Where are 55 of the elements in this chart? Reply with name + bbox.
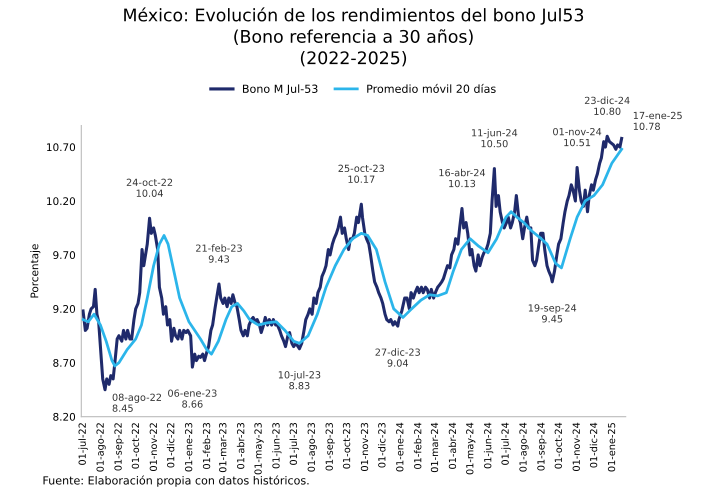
x-tick-label: 01-ene-25 xyxy=(608,423,616,472)
x-tick-label: 01-jun-23 xyxy=(272,422,282,468)
x-tick-label: 01-mar-23 xyxy=(219,422,226,472)
x-tick-label: 01-abr-24 xyxy=(448,422,456,469)
legend-label: Promedio móvil 20 días xyxy=(367,84,496,93)
y-tick-label: 10.70 xyxy=(47,143,76,152)
x-tick-label: 01-ene-24 xyxy=(396,422,404,472)
x-tick-label: 01-feb-23 xyxy=(202,422,210,469)
x-tick-label: 01-dic-24 xyxy=(590,422,598,468)
annotation: 17-ene-25 10.78 xyxy=(634,112,682,130)
x-tick-label: 01-nov-23 xyxy=(360,422,368,471)
x-tick-label: 01-oct-24 xyxy=(554,422,562,469)
x-tick-label: 01-mar-24 xyxy=(430,422,438,472)
annotation: 11-jun-24 10.50 xyxy=(472,128,518,148)
x-tick-label: 01-jun-24 xyxy=(484,422,494,468)
annotation: 19-sep-24 9.45 xyxy=(528,304,576,322)
chart-title: México: Evolución de los rendimientos del bono Jul53 (Bono referencia a 30 años) (2022-2025) xyxy=(124,7,584,66)
y-tick-label: 9.70 xyxy=(53,251,76,260)
annotation: 21-feb-23 9.43 xyxy=(196,244,242,263)
y-tick-label: 10.20 xyxy=(47,197,76,206)
x-tick-label: 01-oct-22 xyxy=(132,423,140,469)
x-tick-label: 01-feb-24 xyxy=(414,422,422,469)
legend-label: Bono M Jul-53 xyxy=(242,84,318,96)
x-tick-label: 01-jul-23 xyxy=(289,422,299,465)
source-note: Fuente: Elaboración propia con datos históricos. xyxy=(44,476,309,487)
x-tick-label: 01-oct-23 xyxy=(342,422,350,469)
x-tick-label: 01-jul-24 xyxy=(501,422,511,465)
x-tick-label: 01-may-24 xyxy=(466,422,476,474)
x-tick-label: 01-abr-23 xyxy=(236,422,244,469)
x-tick-label: 01-jul-22 xyxy=(78,423,88,465)
x-tick-label: 01-dic-23 xyxy=(378,422,386,468)
x-tick-label: 01-ago-24 xyxy=(519,422,529,472)
annotation: 23-dic-24 10.80 xyxy=(584,96,630,115)
x-tick-label: 01-dic-22 xyxy=(166,423,174,468)
annotation: 27-dic-23 9.04 xyxy=(375,348,420,367)
x-tick-label: 01-ago-23 xyxy=(308,422,317,472)
x-tick-label: 01-sep-24 xyxy=(537,422,547,471)
x-tick-label: 01-sep-22 xyxy=(114,423,124,471)
x-tick-label: 01-nov-22 xyxy=(150,423,158,471)
y-tick-label: 8.70 xyxy=(53,358,76,367)
annotation: 06-ene-23 8.66 xyxy=(168,389,217,408)
x-tick-label: 01-nov-24 xyxy=(572,422,580,471)
y-axis-title: Porcentaje xyxy=(30,244,40,298)
x-tick-label: 01-sep-23 xyxy=(326,422,335,471)
x-tick-label: 01-ago-22 xyxy=(96,423,106,472)
y-tick-label: 8.20 xyxy=(53,412,76,421)
annotation: 25-oct-23 10.17 xyxy=(338,164,384,183)
annotation: 01-nov-24 10.51 xyxy=(553,128,602,146)
annotation: 10-jul-23 8.83 xyxy=(278,370,320,390)
y-tick-label: 9.20 xyxy=(53,305,76,313)
annotation: 08-ago-22 8.45 xyxy=(112,394,162,412)
annotation: 16-abr-24 10.13 xyxy=(439,168,486,188)
annotation: 24-oct-22 10.04 xyxy=(126,178,172,197)
x-tick-label: 01-may-23 xyxy=(254,422,264,474)
x-tick-label: 01-ene-23 xyxy=(184,422,192,472)
